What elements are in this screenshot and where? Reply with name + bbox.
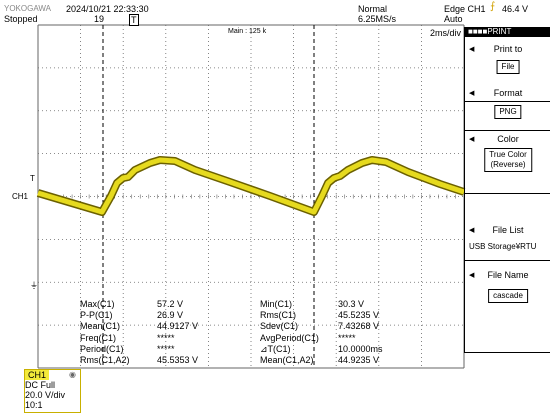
brand-logo: YOKOGAWA	[4, 4, 51, 13]
measurement-name: Sdev(C1)	[260, 321, 299, 332]
measurement-value: 57.2 V	[157, 299, 184, 309]
measurement-name: ⊿T(C1)	[260, 343, 291, 354]
edge-trigger-icon: ⨍	[490, 1, 496, 12]
menu-separator	[464, 130, 550, 131]
menu-item-label: Format	[493, 88, 523, 98]
trace-fill	[37, 157, 465, 215]
measurement-name: AvgPeriod(C1)	[260, 332, 319, 343]
measurement-value: *****	[338, 332, 356, 343]
channel-probe: 10:1	[25, 400, 43, 410]
time-per-div: 2ms/div	[430, 28, 462, 38]
menu-arrow-icon: ◀	[469, 136, 475, 143]
trigger-position-marker: T	[129, 14, 139, 26]
menu-arrow-icon: ◀	[469, 227, 475, 234]
measurement-name: Min(C1)	[260, 299, 293, 309]
menu-item-print-to[interactable]: ◀ Print to File	[464, 36, 550, 101]
measurement-value: 45.5235 V	[338, 310, 380, 321]
measurement-value: 7.43268 V	[338, 321, 380, 332]
trigger-level-marker: T	[30, 174, 35, 183]
measurement-value: 26.9 V	[157, 310, 184, 321]
measurement-value: 44.9235 V	[338, 355, 380, 365]
measurement-value: 44.9127 V	[157, 321, 199, 332]
channel-vdiv: 20.0 V/div	[25, 390, 66, 400]
menu-item-file-list[interactable]: ◀ File List USB Storage¥RTU	[464, 193, 550, 260]
menu-item-value: True Color (Reverse)	[484, 148, 532, 172]
run-state: Stopped	[4, 14, 38, 24]
menu-item-format[interactable]: ◀ Format PNG	[464, 88, 550, 130]
datetime: 2024/10/21 22:33:30	[66, 4, 149, 14]
trigger-level: 46.4 V	[502, 4, 529, 14]
measurement-value: 10.0000ms	[338, 343, 383, 354]
menu-item-file-name[interactable]: ◀ File Name cascade	[464, 260, 550, 352]
measurement-name: Rms(C1)	[260, 310, 296, 321]
menu-item-value: File	[496, 60, 520, 74]
measurement-value: 45.5353 V	[157, 355, 199, 365]
menu-separator	[464, 260, 550, 261]
menu-item-value: USB Storage¥RTU	[469, 242, 537, 252]
measurement-name: Mean(C1,A2)	[260, 355, 314, 365]
measurement-name: Mean(C1)	[80, 321, 121, 332]
channel-tag: CH1	[25, 370, 50, 380]
ch1-trace	[36, 156, 466, 216]
menu-item-color[interactable]: ◀ Color True Color (Reverse)	[464, 130, 550, 193]
menu-item-label: File Name	[487, 270, 529, 280]
measurement-value: *****	[157, 343, 175, 354]
measurement-name: Rms(C1,A2)	[80, 355, 130, 365]
menu-title: PRINT	[487, 27, 512, 36]
menu-arrow-icon: ◀	[469, 46, 475, 53]
menu-item-label: Color	[497, 134, 519, 144]
menu-separator	[464, 193, 550, 194]
measurement-name: P-P(C1)	[80, 310, 113, 321]
measurement-value: *****	[157, 332, 175, 343]
menu-arrow-icon: ◀	[469, 272, 475, 279]
measurement-name: Period(C1)	[80, 343, 124, 354]
menu-header: ■■■■PRINT	[464, 27, 550, 36]
measurement-value: 30.3 V	[338, 299, 365, 309]
acquisition-mode: Normal	[358, 4, 388, 14]
menu-item-value: cascade	[488, 289, 528, 303]
menu-item-label: Print to	[493, 44, 523, 54]
menu-arrow-icon: ◀	[469, 90, 475, 97]
menu-item-value: PNG	[494, 105, 522, 119]
measurement-name: Freq(C1)	[80, 332, 117, 343]
menu-item-label: File List	[492, 225, 524, 235]
acquisition-count: 19	[94, 14, 105, 24]
channel-coupling: DC Full	[25, 380, 56, 390]
menu-header-bar: ■■■■	[468, 27, 488, 36]
menu-separator	[464, 36, 550, 37]
ground-marker-icon: ⏚	[30, 281, 38, 290]
menu-separator	[464, 352, 550, 353]
ch1-offset-label: CH1	[12, 192, 29, 201]
sample-rate: 6.25MS/s	[358, 14, 397, 24]
channel-settings-icon: ◉	[69, 370, 76, 379]
menu-separator	[464, 101, 550, 102]
trigger-type: Edge CH1	[444, 4, 486, 14]
channel-info-box[interactable]: CH1 ◉ DC Full 20.0 V/div 10:1	[24, 369, 81, 413]
measurement-name: Max(C1)	[80, 299, 115, 309]
trigger-mode: Auto	[444, 14, 463, 24]
main-record-label: Main : 125 k	[228, 28, 267, 35]
